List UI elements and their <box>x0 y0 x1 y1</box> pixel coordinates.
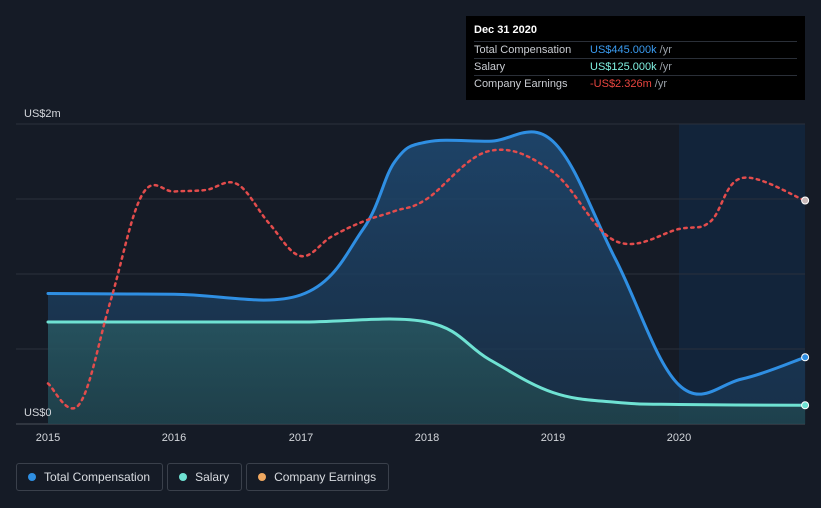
series-area-1 <box>48 319 806 424</box>
tooltip-date: Dec 31 2020 <box>474 24 537 36</box>
x-tick-label: 2018 <box>415 432 439 444</box>
tooltip-row-salary: Salary US$125.000k /yr <box>474 58 797 75</box>
tooltip-unit: /yr <box>659 44 672 56</box>
legend-dot-icon <box>179 473 188 481</box>
y-axis-bottom-label: US$0 <box>24 407 52 419</box>
legend: Total Compensation Salary Company Earnin… <box>16 463 390 491</box>
tooltip-unit: /yr <box>654 78 667 90</box>
tooltip-row-total: Total Compensation US$445.000k /yr <box>474 41 797 58</box>
x-tick-label: 2017 <box>289 432 313 444</box>
x-tick-label: 2015 <box>36 432 60 444</box>
tooltip-label: Total Compensation <box>474 44 572 56</box>
tooltip-label: Company Earnings <box>474 78 568 90</box>
series-end-marker-0 <box>801 353 810 362</box>
y-axis-top-label: US$2m <box>24 108 61 120</box>
tooltip-value: -US$2.326m <box>590 78 652 90</box>
series-end-marker-1 <box>801 401 810 410</box>
series-line-0 <box>46 130 807 396</box>
tooltip-value: US$125.000k <box>590 61 657 73</box>
tooltip-label: Salary <box>474 61 506 73</box>
tooltip: Dec 31 2020 Total Compensation US$445.00… <box>466 16 805 100</box>
legend-label: Salary <box>195 470 230 484</box>
tooltip-row-earnings: Company Earnings -US$2.326m /yr <box>474 75 797 92</box>
tooltip-unit: /yr <box>659 61 672 73</box>
x-tick-label: 2020 <box>667 432 691 444</box>
legend-dot-icon <box>28 473 36 481</box>
legend-label: Company Earnings <box>274 470 377 484</box>
series-end-marker-2 <box>801 196 810 205</box>
x-tick-label: 2016 <box>162 432 186 444</box>
legend-dot-icon <box>258 473 267 481</box>
chart-area: 2015 2016 2017 2018 2019 2020 US$2m US$0 <box>16 108 810 444</box>
legend-item-total-compensation[interactable]: Total Compensation <box>16 463 164 491</box>
legend-label: Total Compensation <box>44 470 151 484</box>
x-tick-label: 2019 <box>541 432 565 444</box>
legend-item-salary[interactable]: Salary <box>167 463 243 491</box>
tooltip-value: US$445.000k <box>590 44 657 56</box>
series-line-1 <box>46 317 807 407</box>
series-line-2 <box>46 148 807 410</box>
legend-item-company-earnings[interactable]: Company Earnings <box>246 463 390 491</box>
